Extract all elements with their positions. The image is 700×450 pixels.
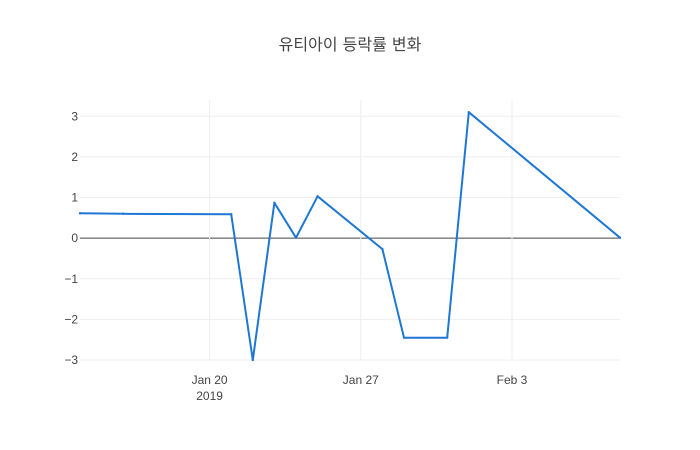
data-point [122,212,125,215]
y-tick-label: −1 [64,272,78,286]
data-point [467,110,470,114]
y-tick-label: 1 [71,191,78,205]
data-point [273,201,276,204]
y-tick-label: −3 [64,353,78,367]
data-point [251,358,254,362]
data-point [381,247,384,251]
x-tick-year-label: 2019 [196,389,223,403]
series-layer [78,110,622,362]
data-point [294,236,298,239]
chart-title: 유티아이 등락률 변화 [279,35,422,54]
data-point [316,195,319,198]
y-tick-label: 2 [71,150,78,164]
y-axis-ticks: 3 2 1 0 −1 −2 −3 [64,109,78,367]
x-tick-label: Jan 27 [343,373,379,387]
data-point [402,336,406,339]
y-tick-label: −2 [64,312,78,326]
x-axis-ticks: Jan 20 2019 Jan 27 Feb 3 [192,373,528,403]
data-point [446,336,449,339]
x-tick-label: Feb 3 [497,373,528,387]
y-tick-label: 0 [71,231,78,245]
x-tick-label: Jan 20 [192,373,228,387]
data-point [618,236,622,239]
y-tick-label: 3 [71,109,78,123]
series-line [79,111,621,361]
data-point [78,212,82,215]
data-point [230,212,233,216]
grid [80,100,620,361]
